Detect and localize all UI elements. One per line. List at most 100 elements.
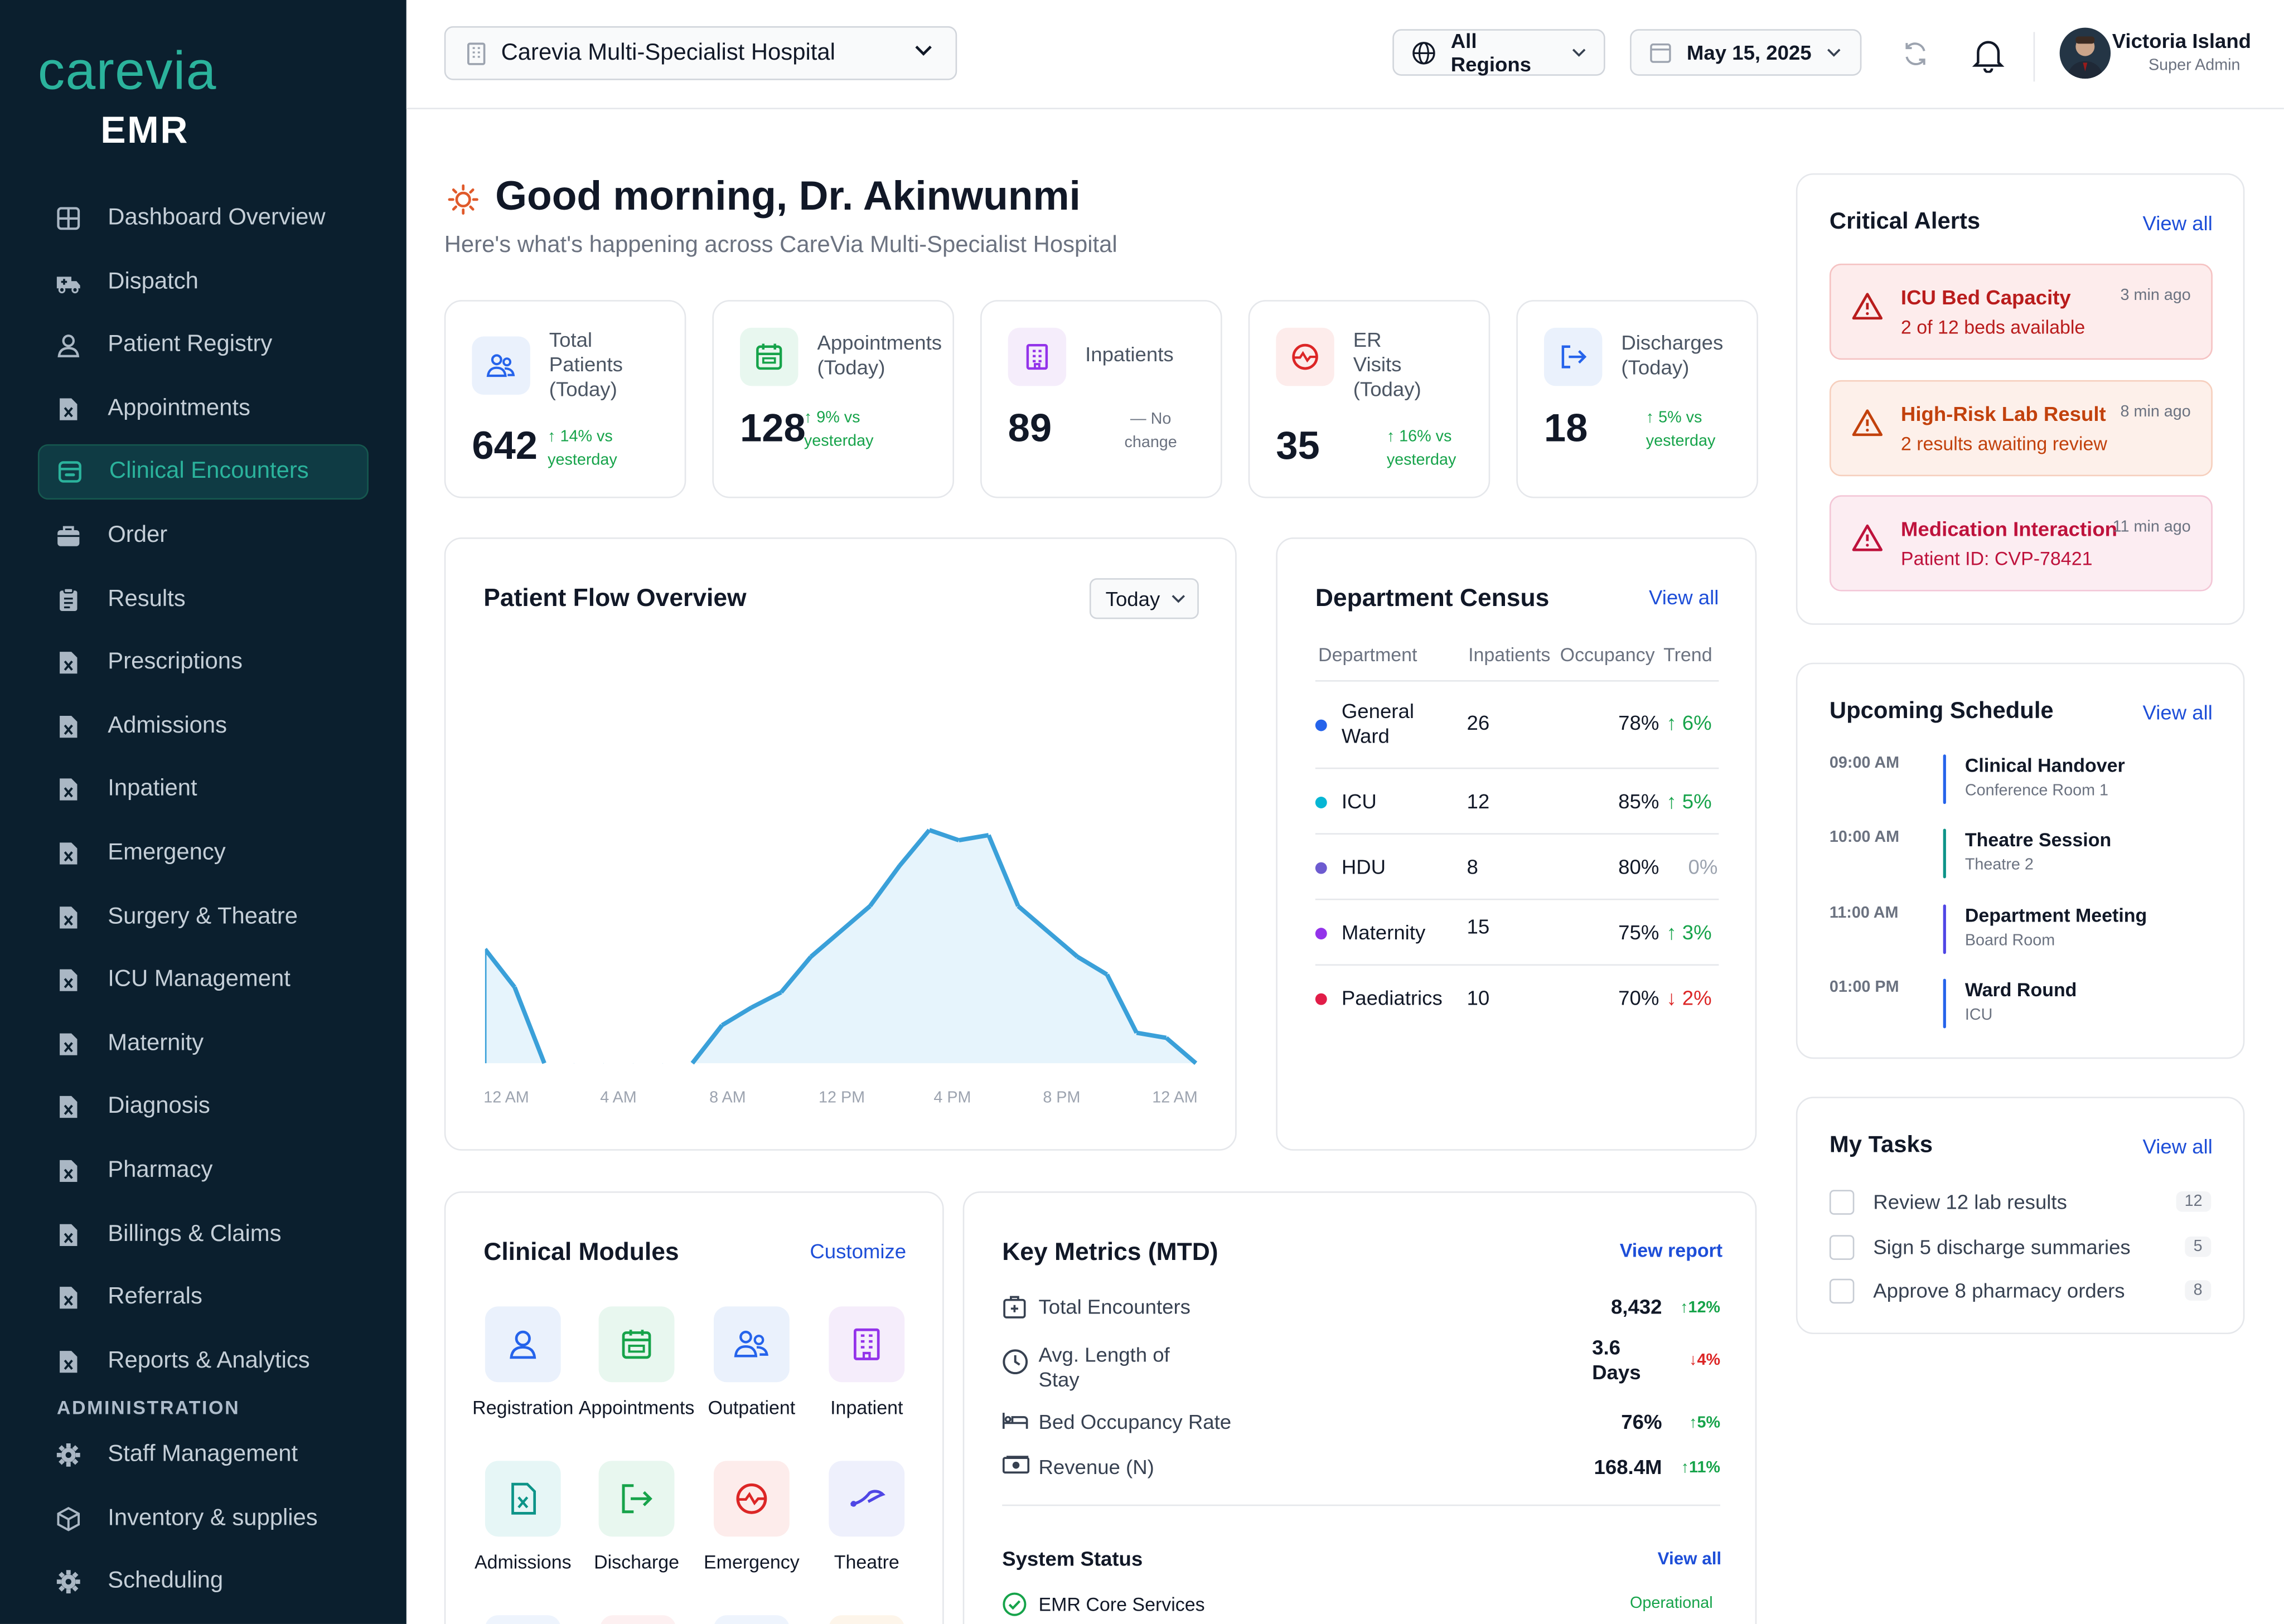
stat-card[interactable]: ER Visits (Today) 35 ↑ 16% vs yesterday	[1248, 300, 1491, 498]
sidebar-item[interactable]: Appointments	[38, 381, 369, 437]
sidebar-item-label: Diagnosis	[108, 1094, 210, 1119]
stat-card[interactable]: Total Patients (Today) 642 ↑ 14% vs yest…	[444, 300, 686, 498]
sidebar-item-label: Clinical Encounters	[109, 459, 309, 484]
metric-label: Revenue (N)	[1038, 1455, 1154, 1478]
sidebar: carevia EMR Dashboard Overview Dispatch …	[0, 0, 407, 1624]
document-icon	[55, 1349, 81, 1375]
user-name: Victoria Island	[2112, 29, 2252, 53]
sidebar-item[interactable]: Patient Registry	[38, 318, 369, 373]
nav-section-administration: ADMINISTRATION	[56, 1397, 240, 1419]
warning-icon	[1851, 407, 1883, 436]
alert-item[interactable]: High-Risk Lab Result 2 results awaiting …	[1829, 379, 2213, 476]
sidebar-item[interactable]: Dispatch	[38, 254, 369, 309]
census-row[interactable]: Paediatrics 10 70% ↓ 2%	[1315, 966, 1719, 1031]
sidebar-item[interactable]: Inpatient	[38, 762, 369, 817]
sidebar-item-label: Admissions	[108, 713, 228, 739]
metric-value: 8,432	[1610, 1295, 1662, 1318]
refresh-icon[interactable]	[1901, 40, 1930, 69]
alert-item[interactable]: ICU Bed Capacity 2 of 12 beds available …	[1829, 263, 2213, 360]
stat-delta: ↑ 14% vs yesterday	[548, 428, 617, 469]
sidebar-item[interactable]: Pharmacy	[38, 1143, 369, 1199]
stat-card[interactable]: Inpatients 89 — No change	[980, 300, 1222, 498]
sidebar-item[interactable]: Scheduling	[38, 1554, 369, 1610]
module-tile[interactable]: Inpatient	[810, 1306, 923, 1419]
metric-row[interactable]: Bed Occupancy Rate 76% ↑5%	[1002, 1403, 1720, 1446]
sidebar-item[interactable]: Staff Management	[38, 1427, 369, 1482]
sidebar-item[interactable]: Maternity	[38, 1016, 369, 1072]
customize-link[interactable]: Customize	[810, 1239, 907, 1263]
stat-card[interactable]: Discharges (Today) 18 ↑ 5% vs yesterday	[1516, 300, 1758, 498]
x-tick-label: 12 AM	[1152, 1089, 1198, 1107]
task-checkbox[interactable]	[1829, 1234, 1855, 1259]
department-color-dot	[1315, 861, 1327, 874]
module-tile[interactable]: Theatre	[810, 1461, 923, 1573]
schedule-color-bar	[1943, 978, 1946, 1029]
stat-value: 35	[1276, 424, 1320, 468]
patient-flow-card: Patient Flow Overview Today	[444, 537, 1237, 1151]
sidebar-item-label: Inpatient	[108, 777, 197, 802]
sidebar-item[interactable]: Reports & Analytics	[38, 1334, 369, 1389]
module-tile[interactable]: Registration	[466, 1306, 580, 1419]
task-checkbox[interactable]	[1829, 1278, 1855, 1304]
sidebar-item[interactable]: Referrals	[38, 1271, 369, 1326]
region-select[interactable]: All Regions	[1392, 29, 1605, 76]
alerts-view-all-link[interactable]: View all	[2142, 211, 2213, 235]
census-row[interactable]: HDU 8 80% 0%	[1315, 835, 1719, 900]
census-view-all-link[interactable]: View all	[1649, 585, 1719, 609]
system-status-view-all-link[interactable]: View all	[1657, 1548, 1722, 1569]
stat-value: 89	[1008, 406, 1052, 450]
metric-row[interactable]: Revenue (N) 168.4M ↑11%	[1002, 1448, 1720, 1491]
alert-item[interactable]: Medication Interaction Patient ID: CVP-7…	[1829, 495, 2213, 592]
document-icon	[55, 714, 81, 740]
task-label: Approve 8 pharmacy orders	[1873, 1278, 2125, 1302]
calendar-icon	[1649, 41, 1672, 64]
sidebar-item[interactable]: Order	[38, 508, 369, 564]
date-select[interactable]: May 15, 2025	[1630, 29, 1862, 76]
census-row[interactable]: General Ward 26 78% ↑ 6%	[1315, 682, 1719, 769]
hospital-select[interactable]: Carevia Multi-Specialist Hospital	[444, 26, 957, 80]
sidebar-item[interactable]: Billings & Claims	[38, 1207, 369, 1262]
metric-row[interactable]: Total Encounters 8,432 ↑12%	[1002, 1287, 1720, 1331]
sidebar-item[interactable]: Emergency	[38, 826, 369, 881]
alert-time: 3 min ago	[2120, 287, 2191, 305]
sidebar-item[interactable]: Surgery & Theatre	[38, 889, 369, 944]
avatar[interactable]	[2059, 27, 2111, 79]
census-row[interactable]: Maternity 15 75% ↑ 3%	[1315, 900, 1719, 966]
metric-delta: ↑11%	[1681, 1459, 1721, 1477]
module-tile[interactable]: Appointments	[579, 1306, 694, 1419]
exit-icon	[598, 1461, 675, 1537]
date-value: May 15, 2025	[1686, 41, 1812, 64]
alert-title: ICU Bed Capacity	[1900, 285, 2071, 309]
metric-label: Total Encounters	[1038, 1295, 1191, 1318]
census-header: Department Inpatients Occupancy Trend	[1315, 641, 1719, 682]
tasks-view-all-link[interactable]: View all	[2142, 1135, 2213, 1158]
census-row[interactable]: ICU 12 85% ↑ 5%	[1315, 769, 1719, 835]
brand-logo: carevia	[37, 41, 217, 101]
metric-label: Bed Occupancy Rate	[1038, 1409, 1232, 1433]
sidebar-item[interactable]: Clinical Encounters	[37, 444, 369, 501]
sidebar-item[interactable]: Inventory & supplies	[38, 1491, 369, 1546]
sidebar-item[interactable]: Prescriptions	[38, 636, 369, 691]
metric-row[interactable]: Avg. Length of Stay 3.6 Days ↓4%	[1002, 1336, 1720, 1394]
module-tile[interactable]: Admissions	[466, 1461, 580, 1573]
task-checkbox[interactable]	[1829, 1190, 1855, 1215]
range-select[interactable]: Today	[1089, 578, 1199, 619]
sidebar-item[interactable]: Dashboard Overview	[38, 191, 369, 246]
census-trend: ↓ 2%	[1666, 985, 1712, 1009]
module-tile[interactable]: Emergency	[695, 1461, 809, 1573]
sidebar-item[interactable]: Results	[38, 572, 369, 627]
alert-time: 8 min ago	[2120, 403, 2191, 420]
view-report-link[interactable]: View report	[1619, 1239, 1723, 1262]
metric-value: 168.4M	[1594, 1455, 1662, 1478]
notification-bell-icon[interactable]	[1971, 36, 2006, 73]
module-tile[interactable]: Discharge	[580, 1461, 694, 1573]
sidebar-item[interactable]: Admissions	[38, 699, 369, 754]
module-tile[interactable]: Outpatient	[695, 1306, 809, 1419]
stat-card[interactable]: Appointments (Today) 128 ↑ 9% vs yesterd…	[712, 300, 954, 498]
schedule-view-all-link[interactable]: View all	[2142, 700, 2213, 724]
cash-icon	[1002, 1455, 1030, 1476]
stat-value: 128	[739, 406, 806, 450]
document-icon	[485, 1461, 561, 1537]
sidebar-item[interactable]: Diagnosis	[38, 1080, 369, 1135]
sidebar-item[interactable]: ICU Management	[38, 953, 369, 1008]
